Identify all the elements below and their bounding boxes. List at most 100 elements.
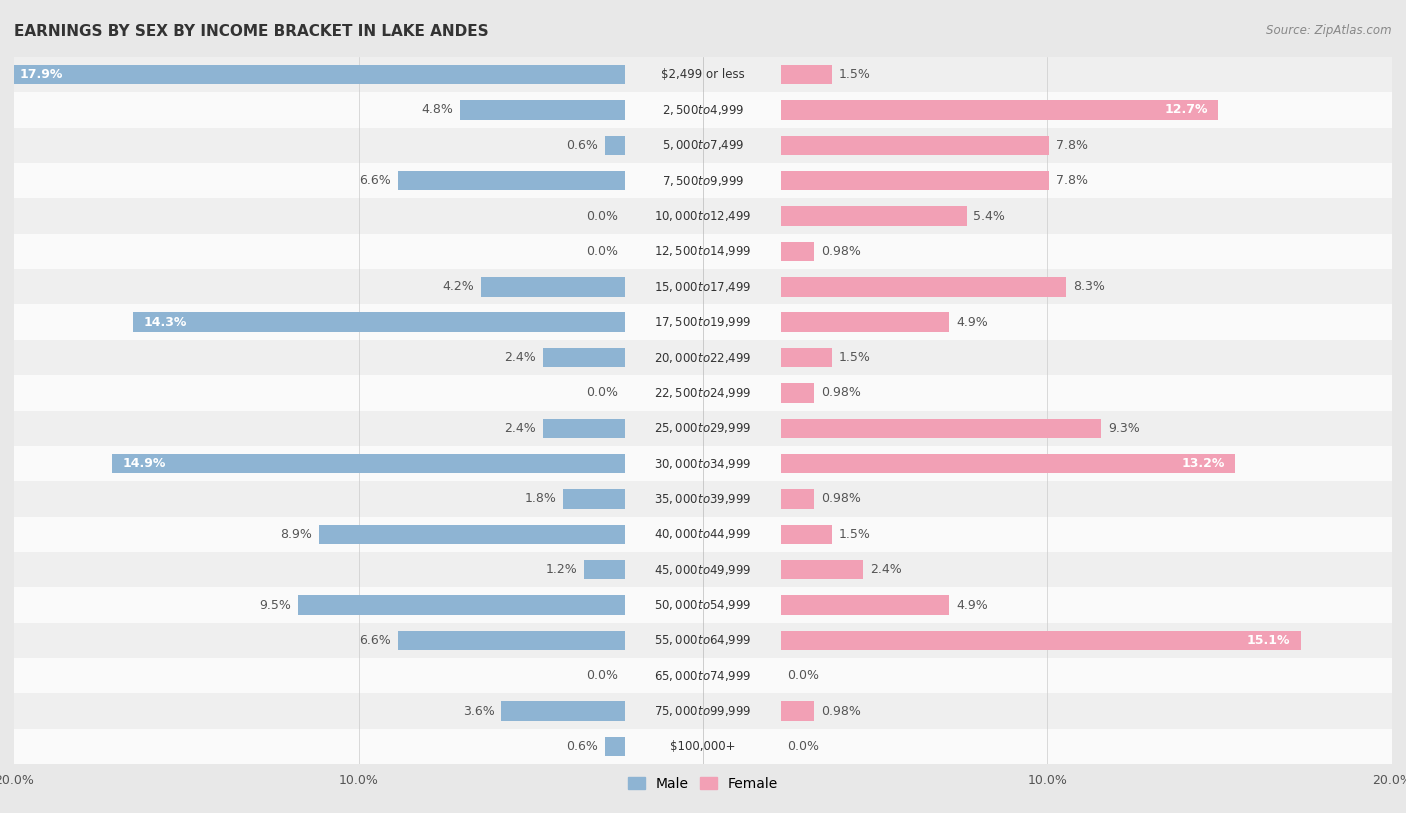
Text: 0.0%: 0.0% <box>586 210 619 223</box>
Bar <box>780 100 1218 120</box>
Text: $2,500 to $4,999: $2,500 to $4,999 <box>662 103 744 117</box>
Text: $22,500 to $24,999: $22,500 to $24,999 <box>654 386 752 400</box>
Bar <box>14 587 1392 623</box>
Text: $55,000 to $64,999: $55,000 to $64,999 <box>654 633 752 647</box>
Bar <box>543 419 626 438</box>
Text: $7,500 to $9,999: $7,500 to $9,999 <box>662 174 744 188</box>
Bar <box>14 269 1392 304</box>
Text: $75,000 to $99,999: $75,000 to $99,999 <box>654 704 752 718</box>
Text: Source: ZipAtlas.com: Source: ZipAtlas.com <box>1267 24 1392 37</box>
Bar <box>14 659 1392 693</box>
Bar <box>8 65 626 85</box>
Bar <box>398 171 626 190</box>
Bar <box>780 454 1236 473</box>
Text: 6.6%: 6.6% <box>360 634 391 647</box>
Text: 0.0%: 0.0% <box>586 669 619 682</box>
Bar <box>481 277 626 297</box>
Bar <box>780 560 863 580</box>
Text: 14.3%: 14.3% <box>143 315 187 328</box>
Bar <box>14 57 1392 92</box>
Bar <box>14 517 1392 552</box>
Text: $2,499 or less: $2,499 or less <box>661 68 745 81</box>
Bar <box>112 454 626 473</box>
Text: 2.4%: 2.4% <box>505 422 536 435</box>
Bar <box>14 729 1392 764</box>
Bar <box>564 489 626 509</box>
Bar <box>14 376 1392 411</box>
Text: 9.3%: 9.3% <box>1108 422 1139 435</box>
Text: 0.98%: 0.98% <box>821 245 860 258</box>
Bar <box>14 304 1392 340</box>
Text: 1.8%: 1.8% <box>524 493 557 506</box>
Text: 0.98%: 0.98% <box>821 493 860 506</box>
Text: 9.5%: 9.5% <box>260 598 291 611</box>
Bar <box>780 136 1049 155</box>
Text: $45,000 to $49,999: $45,000 to $49,999 <box>654 563 752 576</box>
Text: $25,000 to $29,999: $25,000 to $29,999 <box>654 421 752 435</box>
Legend: Male, Female: Male, Female <box>623 771 783 796</box>
Bar <box>14 340 1392 375</box>
Bar <box>298 595 626 615</box>
Text: 0.0%: 0.0% <box>586 386 619 399</box>
Bar <box>780 65 832 85</box>
Text: 0.98%: 0.98% <box>821 386 860 399</box>
Bar <box>14 693 1392 729</box>
Text: 2.4%: 2.4% <box>870 563 901 576</box>
Text: 13.2%: 13.2% <box>1181 457 1225 470</box>
Bar <box>134 312 626 332</box>
Bar <box>14 552 1392 587</box>
Text: 6.6%: 6.6% <box>360 174 391 187</box>
Text: $15,000 to $17,499: $15,000 to $17,499 <box>654 280 752 293</box>
Text: $10,000 to $12,499: $10,000 to $12,499 <box>654 209 752 223</box>
Text: $12,500 to $14,999: $12,500 to $14,999 <box>654 245 752 259</box>
Bar <box>319 524 626 544</box>
Bar <box>14 128 1392 163</box>
Text: 4.8%: 4.8% <box>422 103 453 116</box>
Text: 4.9%: 4.9% <box>956 598 988 611</box>
Text: 14.9%: 14.9% <box>122 457 166 470</box>
Text: 3.6%: 3.6% <box>463 705 495 718</box>
Bar <box>605 136 626 155</box>
Bar <box>14 481 1392 517</box>
Text: 1.2%: 1.2% <box>546 563 578 576</box>
Text: 17.9%: 17.9% <box>20 68 63 81</box>
Text: 5.4%: 5.4% <box>973 210 1005 223</box>
Text: $17,500 to $19,999: $17,500 to $19,999 <box>654 315 752 329</box>
Bar <box>780 171 1049 190</box>
Text: 0.6%: 0.6% <box>567 139 598 152</box>
Text: $40,000 to $44,999: $40,000 to $44,999 <box>654 528 752 541</box>
Text: 0.98%: 0.98% <box>821 705 860 718</box>
Bar <box>780 312 949 332</box>
Text: $50,000 to $54,999: $50,000 to $54,999 <box>654 598 752 612</box>
Text: 4.9%: 4.9% <box>956 315 988 328</box>
Text: 4.2%: 4.2% <box>441 280 474 293</box>
Text: 7.8%: 7.8% <box>1056 174 1088 187</box>
Text: $100,000+: $100,000+ <box>671 740 735 753</box>
Bar <box>780 631 1301 650</box>
Bar <box>780 207 966 226</box>
Text: 7.8%: 7.8% <box>1056 139 1088 152</box>
Text: 8.3%: 8.3% <box>1073 280 1105 293</box>
Bar <box>543 348 626 367</box>
Text: $5,000 to $7,499: $5,000 to $7,499 <box>662 138 744 152</box>
Bar <box>460 100 626 120</box>
Bar <box>780 348 832 367</box>
Bar <box>780 524 832 544</box>
Bar <box>780 489 814 509</box>
Bar <box>780 241 814 261</box>
Text: 15.1%: 15.1% <box>1247 634 1291 647</box>
Text: 1.5%: 1.5% <box>839 351 870 364</box>
Text: 1.5%: 1.5% <box>839 68 870 81</box>
Bar <box>14 163 1392 198</box>
Text: $65,000 to $74,999: $65,000 to $74,999 <box>654 669 752 683</box>
Text: EARNINGS BY SEX BY INCOME BRACKET IN LAKE ANDES: EARNINGS BY SEX BY INCOME BRACKET IN LAK… <box>14 24 489 39</box>
Text: 0.0%: 0.0% <box>787 669 820 682</box>
Text: 8.9%: 8.9% <box>280 528 312 541</box>
Text: $35,000 to $39,999: $35,000 to $39,999 <box>654 492 752 506</box>
Bar <box>605 737 626 756</box>
Text: 1.5%: 1.5% <box>839 528 870 541</box>
Bar <box>14 411 1392 446</box>
Text: $20,000 to $22,499: $20,000 to $22,499 <box>654 350 752 364</box>
Bar <box>14 92 1392 128</box>
Text: 12.7%: 12.7% <box>1164 103 1208 116</box>
